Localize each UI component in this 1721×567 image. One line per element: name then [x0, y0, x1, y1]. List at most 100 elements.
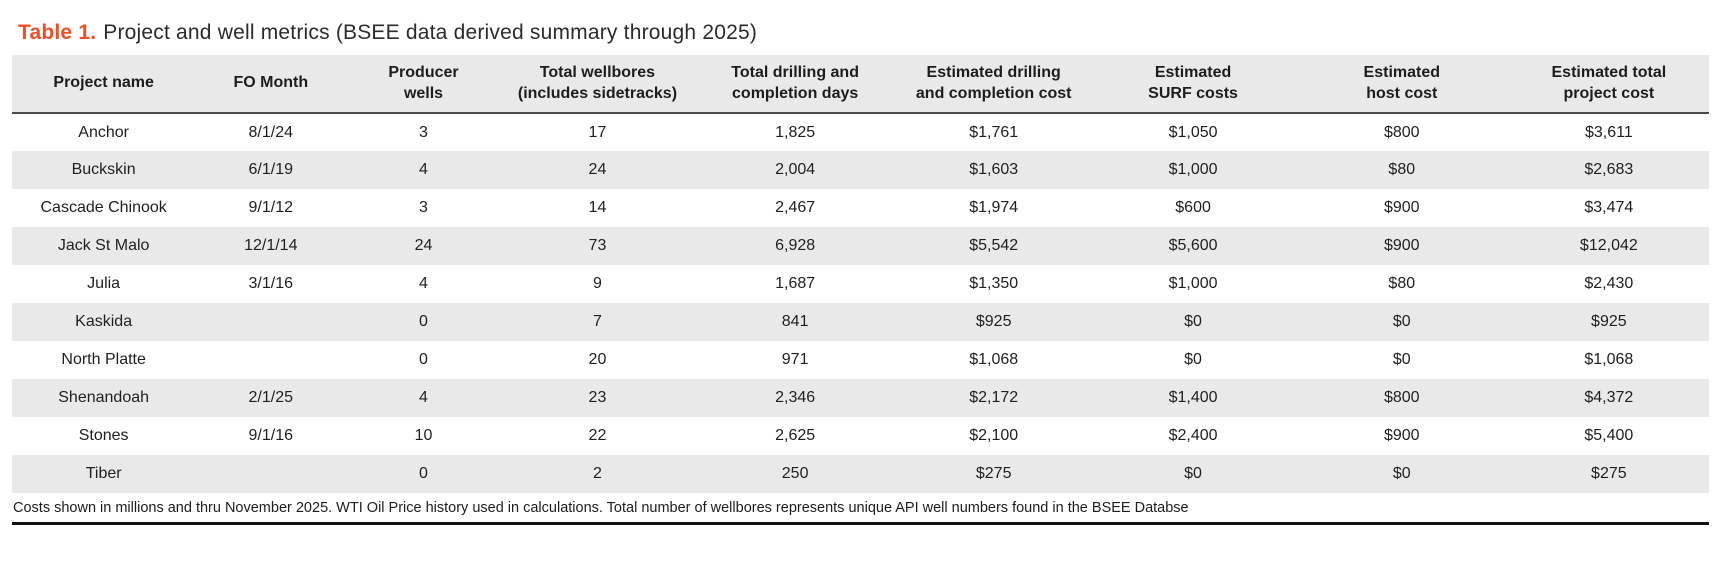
cell-dc-cost: $275 [896, 455, 1092, 493]
cell-total-cost: $3,474 [1584, 199, 1634, 216]
cell-total-wellbores: 2 [500, 455, 695, 493]
cell-producer-wells: 3 [419, 199, 428, 216]
table-row-stones: Stones 9/1/16 10 22 2,625 $2,100 $2,400 $900 $5,… [12, 417, 1709, 455]
cell-surf-cost: $1,050 [1168, 123, 1218, 141]
cell-surf-cost: $600 [1175, 199, 1211, 216]
cell-dc-days: 6,928 [694, 227, 897, 265]
cell-total-cost: $275 [1508, 455, 1709, 493]
cell-producer-wells: 3 [419, 123, 428, 141]
cell-fo-month: 6/1/19 [195, 151, 347, 189]
cell-total-wellbores: 14 [588, 199, 607, 216]
cell-project-name: Stones [78, 427, 129, 444]
cell-host-cost: $900 [1383, 199, 1420, 216]
table-figure: Table 1. Project and well metrics (BSEE d… [0, 21, 1721, 525]
cell-total-wellbores: 23 [500, 379, 695, 417]
table-row-buckskin: Buckskin 6/1/19 4 24 2,004 $1,603 $1,000 $80 $2,… [12, 151, 1709, 189]
cell-host-cost: $900 [1294, 227, 1509, 265]
cell-fo-month: 9/1/12 [248, 199, 294, 216]
table-footnote: Costs shown in millions and thru Novembe… [12, 500, 1709, 525]
cell-dc-days: 2,467 [775, 199, 816, 216]
cell-producer-wells: 24 [346, 227, 501, 265]
cell-total-wellbores: 24 [500, 151, 695, 189]
cell-project-name: Kaskida [12, 303, 196, 341]
cell-surf-cost: $0 [1184, 351, 1202, 368]
cell-surf-cost: $0 [1091, 303, 1295, 341]
cell-dc-cost: $1,761 [969, 123, 1019, 141]
cell-project-name: Cascade Chinook [40, 199, 167, 216]
cell-fo-month [195, 303, 347, 341]
col-header-project-name: Project name [12, 55, 196, 114]
col-header-total-wellbores: Total wellbores (includes sidetracks) [500, 55, 695, 114]
cell-surf-cost: $2,400 [1168, 427, 1218, 444]
cell-dc-days: 1,687 [775, 275, 816, 292]
col-header-host-cost: Estimated host cost [1294, 55, 1509, 114]
cell-dc-days: 841 [694, 303, 897, 341]
cell-total-wellbores: 17 [588, 123, 607, 141]
cell-total-cost: $12,042 [1508, 227, 1709, 265]
table-caption: Table 1. Project and well metrics (BSEE d… [18, 21, 1709, 45]
table-row-tiber: Tiber 0 2 250 $275 $0 $0 $275 [12, 455, 1709, 493]
cell-producer-wells: 0 [346, 455, 501, 493]
cell-surf-cost: $1,000 [1091, 151, 1295, 189]
cell-fo-month: 8/1/24 [248, 123, 294, 141]
table-row-anchor: Anchor 8/1/24 3 17 1,825 $1,761 $1,050 $800 $3,6… [12, 113, 1709, 151]
cell-total-wellbores: 73 [500, 227, 695, 265]
cell-host-cost: $800 [1294, 379, 1509, 417]
col-header-drilling-completion-cost: Estimated drilling and completion cost [896, 55, 1092, 114]
cell-host-cost: $800 [1383, 123, 1420, 141]
cell-total-cost: $3,611 [1584, 123, 1633, 141]
cell-total-cost: $5,400 [1584, 427, 1634, 444]
cell-project-name: Shenandoah [12, 379, 196, 417]
cell-dc-cost: $1,974 [969, 199, 1019, 216]
table-row-julia: Julia 3/1/16 4 9 1,687 $1,350 $1,000 $80 $2,430 [12, 265, 1709, 303]
cell-dc-days: 1,825 [775, 123, 816, 141]
table-row-north-platte: North Platte 0 20 971 $1,068 $0 $0 $1,068 [12, 341, 1709, 379]
cell-dc-cost: $2,172 [896, 379, 1092, 417]
table-header: Project name FO Month Producer wells Tot… [12, 55, 1709, 114]
cell-producer-wells: 10 [414, 427, 433, 444]
cell-total-wellbores: 20 [588, 351, 607, 368]
cell-total-cost: $2,430 [1584, 275, 1634, 292]
cell-total-wellbores: 22 [588, 427, 607, 444]
table-row-jack-st-malo: Jack St Malo 12/1/14 24 73 6,928 $5,542 $5,600… [12, 227, 1709, 265]
table-row-kaskida: Kaskida 0 7 841 $925 $0 $0 $925 [12, 303, 1709, 341]
cell-surf-cost: $1,400 [1091, 379, 1295, 417]
cell-host-cost: $900 [1383, 427, 1420, 444]
cell-producer-wells: 4 [346, 379, 501, 417]
cell-total-wellbores: 7 [500, 303, 695, 341]
cell-host-cost: $0 [1294, 303, 1509, 341]
cell-host-cost: $80 [1294, 151, 1509, 189]
cell-host-cost: $80 [1388, 275, 1416, 292]
cell-surf-cost: $1,000 [1168, 275, 1218, 292]
col-header-fo-month: FO Month [195, 55, 347, 114]
col-header-total-project-cost: Estimated total project cost [1508, 55, 1709, 114]
cell-total-cost: $1,068 [1584, 351, 1634, 368]
cell-total-wellbores: 9 [592, 275, 602, 292]
cell-total-cost: $925 [1508, 303, 1709, 341]
cell-dc-cost: $1,068 [969, 351, 1019, 368]
table-body: Anchor 8/1/24 3 17 1,825 $1,761 $1,050 $800 $3,6… [12, 113, 1709, 493]
cell-fo-month: 3/1/16 [248, 275, 294, 292]
cell-project-name: Julia [87, 275, 121, 292]
cell-dc-days: 971 [781, 351, 809, 368]
table-caption-label: Table 1. [18, 21, 97, 44]
cell-dc-cost: $5,542 [896, 227, 1092, 265]
cell-dc-days: 2,346 [694, 379, 897, 417]
cell-project-name: Anchor [78, 123, 129, 141]
cell-host-cost: $0 [1294, 455, 1509, 493]
col-header-surf-costs: Estimated SURF costs [1091, 55, 1295, 114]
cell-fo-month: 2/1/25 [195, 379, 347, 417]
cell-fo-month [195, 341, 346, 379]
cell-dc-cost: $1,350 [969, 275, 1019, 292]
col-header-producer-wells: Producer wells [346, 55, 501, 114]
cell-project-name: Jack St Malo [12, 227, 196, 265]
header-row: Project name FO Month Producer wells Tot… [12, 55, 1709, 114]
project-well-metrics-table: Project name FO Month Producer wells Tot… [12, 55, 1709, 493]
cell-host-cost: $0 [1392, 351, 1411, 368]
cell-producer-wells: 0 [346, 303, 501, 341]
col-header-drilling-completion-days: Total drilling and completion days [694, 55, 897, 114]
cell-project-name: North Platte [61, 351, 146, 368]
cell-producer-wells: 4 [419, 275, 428, 292]
table-caption-text: Project and well metrics (BSEE data deri… [103, 21, 758, 44]
cell-fo-month [195, 455, 347, 493]
